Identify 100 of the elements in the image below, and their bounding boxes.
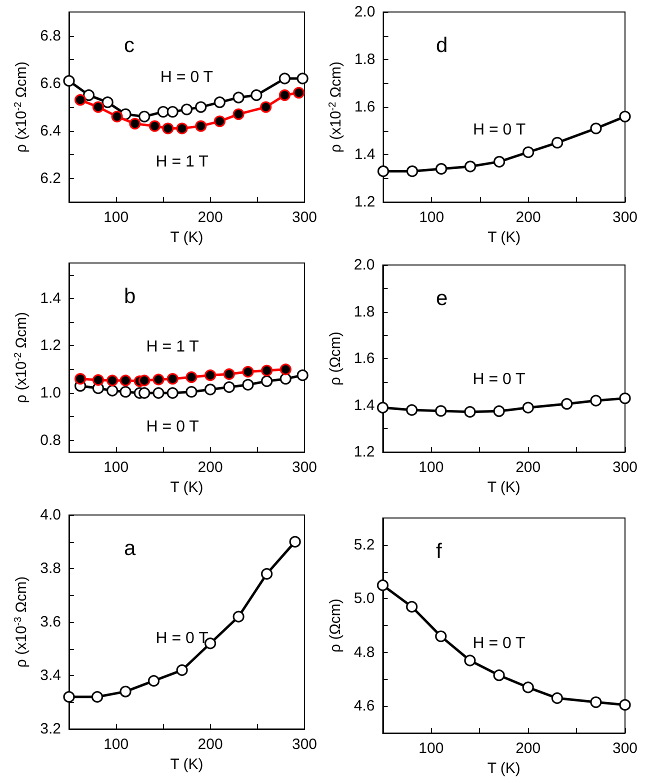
point — [157, 106, 169, 118]
y-tick-label: 5.2 — [354, 536, 375, 554]
point — [204, 384, 216, 396]
x-axis-title: T (K) — [488, 229, 521, 246]
point — [195, 101, 207, 113]
point — [280, 364, 292, 376]
point — [464, 406, 476, 418]
y-tick-label: 1.8 — [354, 303, 375, 320]
point — [214, 96, 226, 108]
point — [152, 374, 164, 386]
point — [74, 94, 86, 106]
point — [619, 110, 631, 122]
x-axis-title: T (K) — [170, 756, 204, 773]
y-axis-title: ρ (x10-2 Ωcm) — [13, 61, 30, 153]
point — [63, 75, 75, 87]
y-tick-label: 4.8 — [354, 644, 375, 661]
text: e — [436, 287, 448, 310]
point — [406, 404, 418, 416]
point — [186, 371, 198, 383]
y-axis-title: ρ (x10-2 Ωcm) — [328, 61, 344, 153]
point — [166, 373, 178, 385]
y-tick-label: 2.0 — [354, 256, 375, 274]
point — [619, 392, 631, 404]
point — [522, 402, 534, 414]
point — [180, 104, 193, 116]
x-tick-label: 200 — [198, 736, 223, 753]
x-tick-label: 100 — [104, 459, 129, 476]
text: d — [436, 34, 448, 57]
x-axis-title: T (K) — [487, 479, 520, 496]
point — [106, 374, 118, 386]
point — [551, 692, 563, 704]
x-tick-label: 200 — [516, 740, 541, 758]
y-tick-label: 5.0 — [354, 590, 375, 608]
y-tick-label: 3.4 — [40, 667, 61, 684]
y-tick-label: 1.4 — [354, 146, 376, 164]
point — [261, 568, 273, 580]
y-tick-label: 6.8 — [40, 27, 61, 44]
point — [406, 600, 418, 613]
point — [552, 136, 564, 148]
y-tick-label: 1.0 — [40, 384, 61, 402]
series-label: H = 0 T — [472, 634, 526, 652]
y-tick-label: 6.6 — [40, 74, 61, 92]
y-axis-title: ρ (x10-2 Ωcm) — [13, 312, 30, 404]
point — [260, 101, 272, 113]
point — [63, 691, 75, 703]
point — [129, 118, 141, 130]
series-label: H = 1 T — [146, 338, 200, 356]
point — [92, 374, 104, 386]
point — [278, 72, 291, 84]
y-tick-label: 0.8 — [40, 432, 61, 449]
series-label: H = 1 T — [156, 154, 209, 171]
point — [92, 101, 104, 113]
x-axis-title: T (K) — [170, 479, 204, 496]
series-label: H = 0 T — [146, 418, 200, 436]
y-axis-title: ρ (Ωcm) — [327, 332, 344, 386]
x-tick-label: 300 — [612, 209, 638, 226]
point — [166, 106, 178, 118]
point — [590, 122, 602, 134]
point — [377, 165, 390, 178]
point — [406, 165, 418, 178]
point — [176, 664, 188, 676]
y-tick-label: 1.2 — [40, 337, 61, 354]
y-tick-label: 4.0 — [40, 506, 61, 524]
point — [296, 369, 308, 382]
series-label: H = 0 T — [156, 630, 209, 647]
point — [493, 669, 505, 682]
point — [106, 384, 118, 396]
x-tick-label: 100 — [419, 209, 444, 226]
y-tick-label: 3.8 — [40, 560, 61, 577]
point — [464, 654, 476, 666]
y-tick-label: 1.4 — [354, 396, 375, 414]
point — [280, 373, 292, 385]
point — [590, 394, 602, 406]
point — [195, 120, 207, 132]
point — [261, 375, 273, 387]
point — [152, 387, 164, 399]
point — [242, 366, 254, 378]
x-tick-label: 100 — [418, 459, 444, 476]
point — [138, 110, 150, 122]
point — [250, 89, 262, 101]
point — [376, 579, 389, 592]
point — [522, 146, 534, 158]
point — [102, 96, 114, 108]
y-tick-label: 3.6 — [40, 614, 61, 630]
point — [91, 691, 104, 703]
point — [148, 675, 160, 687]
point — [619, 699, 631, 711]
point — [223, 381, 235, 393]
point — [120, 374, 132, 386]
point — [494, 156, 506, 168]
point — [232, 108, 244, 120]
point — [204, 369, 216, 382]
x-tick-label: 300 — [612, 740, 638, 758]
x-tick-label: 300 — [292, 459, 317, 476]
point — [120, 686, 132, 698]
y-tick-label: 6.2 — [40, 170, 61, 187]
text: c — [124, 34, 134, 57]
point — [138, 374, 150, 386]
y-axis-title: ρ (Ωcm) — [327, 598, 344, 653]
point — [296, 72, 308, 84]
